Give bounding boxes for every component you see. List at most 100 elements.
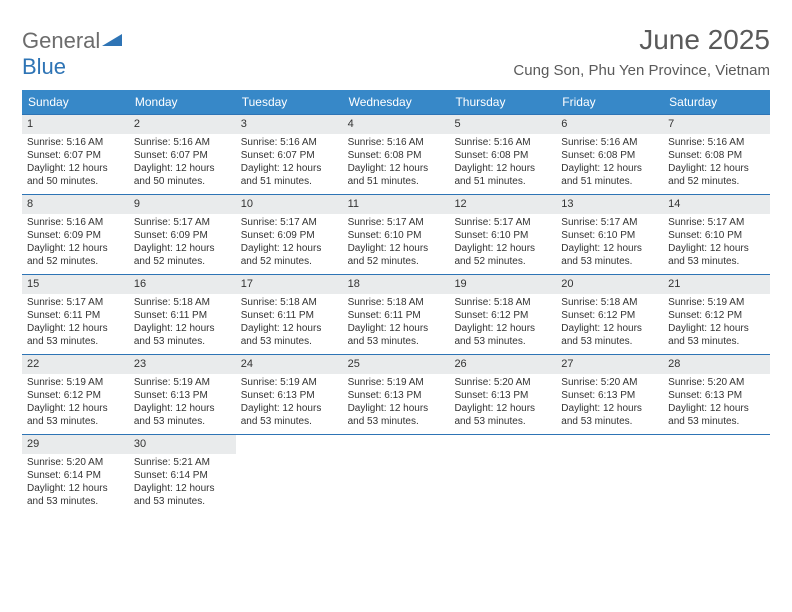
day-cell: 29Sunrise: 5:20 AMSunset: 6:14 PMDayligh… bbox=[22, 435, 129, 514]
daylight-text: Daylight: 12 hours and 53 minutes. bbox=[348, 322, 445, 348]
day-cell: 6Sunrise: 5:16 AMSunset: 6:08 PMDaylight… bbox=[556, 115, 663, 194]
day-details: Sunrise: 5:18 AMSunset: 6:11 PMDaylight:… bbox=[134, 296, 231, 348]
day-number: 15 bbox=[27, 277, 124, 292]
day-cell: 8Sunrise: 5:16 AMSunset: 6:09 PMDaylight… bbox=[22, 195, 129, 274]
day-number: 1 bbox=[27, 117, 124, 132]
sunrise-text: Sunrise: 5:19 AM bbox=[348, 376, 445, 389]
day-number: 14 bbox=[668, 197, 765, 212]
daylight-text: Daylight: 12 hours and 52 minutes. bbox=[454, 242, 551, 268]
day-header-cell: Saturday bbox=[663, 90, 770, 114]
sunset-text: Sunset: 6:10 PM bbox=[561, 229, 658, 242]
day-number: 6 bbox=[561, 117, 658, 132]
daylight-text: Daylight: 12 hours and 51 minutes. bbox=[348, 162, 445, 188]
day-number: 28 bbox=[668, 357, 765, 372]
day-cell: 23Sunrise: 5:19 AMSunset: 6:13 PMDayligh… bbox=[129, 355, 236, 434]
weeks-container: 1Sunrise: 5:16 AMSunset: 6:07 PMDaylight… bbox=[22, 114, 770, 514]
sunset-text: Sunset: 6:13 PM bbox=[561, 389, 658, 402]
day-details: Sunrise: 5:16 AMSunset: 6:08 PMDaylight:… bbox=[348, 136, 445, 188]
day-number: 23 bbox=[134, 357, 231, 372]
sunrise-text: Sunrise: 5:18 AM bbox=[134, 296, 231, 309]
sunset-text: Sunset: 6:13 PM bbox=[454, 389, 551, 402]
day-cell: 1 Sunrise: 5:16 AMSunset: 6:07 PMDaylight… bbox=[22, 115, 129, 194]
title-block: June 2025 Cung Son, Phu Yen Province, Vi… bbox=[513, 24, 770, 79]
day-header-row: SundayMondayTuesdayWednesdayThursdayFrid… bbox=[22, 90, 770, 114]
day-cell: 21Sunrise: 5:19 AMSunset: 6:12 PMDayligh… bbox=[663, 275, 770, 354]
day-details: Sunrise: 5:19 AMSunset: 6:12 PMDaylight:… bbox=[27, 376, 124, 428]
sunset-text: Sunset: 6:12 PM bbox=[454, 309, 551, 322]
daylight-text: Daylight: 12 hours and 51 minutes. bbox=[561, 162, 658, 188]
daylight-text: Daylight: 12 hours and 53 minutes. bbox=[241, 322, 338, 348]
sunrise-text: Sunrise: 5:16 AM bbox=[668, 136, 765, 149]
day-details: Sunrise: 5:16 AMSunset: 6:09 PMDaylight:… bbox=[27, 216, 124, 268]
sunrise-text: Sunrise: 5:20 AM bbox=[27, 456, 124, 469]
day-cell: 28Sunrise: 5:20 AMSunset: 6:13 PMDayligh… bbox=[663, 355, 770, 434]
sunrise-text: Sunrise: 5:20 AM bbox=[561, 376, 658, 389]
week-row: 29Sunrise: 5:20 AMSunset: 6:14 PMDayligh… bbox=[22, 434, 770, 514]
location-text: Cung Son, Phu Yen Province, Vietnam bbox=[513, 62, 770, 79]
day-cell: 15 Sunrise: 5:17 AMSunset: 6:11 PMDayligh… bbox=[22, 275, 129, 354]
daylight-text: Daylight: 12 hours and 53 minutes. bbox=[27, 482, 124, 508]
day-header-cell: Sunday bbox=[22, 90, 129, 114]
empty-cell bbox=[556, 435, 663, 514]
sunrise-text: Sunrise: 5:16 AM bbox=[348, 136, 445, 149]
day-number: 11 bbox=[348, 197, 445, 212]
day-details: Sunrise: 5:20 AMSunset: 6:13 PMDaylight:… bbox=[561, 376, 658, 428]
day-details: Sunrise: 5:16 AMSunset: 6:07 PMDaylight:… bbox=[241, 136, 338, 188]
day-details: Sunrise: 5:16 AMSunset: 6:08 PMDaylight:… bbox=[668, 136, 765, 188]
empty-cell bbox=[449, 435, 556, 514]
sunset-text: Sunset: 6:14 PM bbox=[134, 469, 231, 482]
sunrise-text: Sunrise: 5:18 AM bbox=[454, 296, 551, 309]
day-header-cell: Monday bbox=[129, 90, 236, 114]
sunrise-text: Sunrise: 5:16 AM bbox=[27, 216, 124, 229]
day-number: 24 bbox=[241, 357, 338, 372]
sunset-text: Sunset: 6:09 PM bbox=[241, 229, 338, 242]
logo-text-blue: Blue bbox=[22, 54, 66, 79]
sunset-text: Sunset: 6:09 PM bbox=[134, 229, 231, 242]
logo-triangle-icon bbox=[102, 28, 124, 54]
calendar-page: General Blue June 2025 Cung Son, Phu Yen… bbox=[0, 0, 792, 612]
sunset-text: Sunset: 6:10 PM bbox=[454, 229, 551, 242]
sunset-text: Sunset: 6:11 PM bbox=[134, 309, 231, 322]
day-cell: 4Sunrise: 5:16 AMSunset: 6:08 PMDaylight… bbox=[343, 115, 450, 194]
sunset-text: Sunset: 6:10 PM bbox=[668, 229, 765, 242]
day-cell: 2Sunrise: 5:16 AMSunset: 6:07 PMDaylight… bbox=[129, 115, 236, 194]
day-details: Sunrise: 5:16 AMSunset: 6:07 PMDaylight:… bbox=[27, 136, 124, 188]
daylight-text: Daylight: 12 hours and 53 minutes. bbox=[27, 322, 124, 348]
daylight-text: Daylight: 12 hours and 52 minutes. bbox=[348, 242, 445, 268]
day-number: 30 bbox=[134, 437, 231, 452]
sunrise-text: Sunrise: 5:19 AM bbox=[668, 296, 765, 309]
empty-cell bbox=[236, 435, 343, 514]
day-cell: 18Sunrise: 5:18 AMSunset: 6:11 PMDayligh… bbox=[343, 275, 450, 354]
sunset-text: Sunset: 6:13 PM bbox=[668, 389, 765, 402]
day-cell: 19Sunrise: 5:18 AMSunset: 6:12 PMDayligh… bbox=[449, 275, 556, 354]
day-cell: 12Sunrise: 5:17 AMSunset: 6:10 PMDayligh… bbox=[449, 195, 556, 274]
day-cell: 13Sunrise: 5:17 AMSunset: 6:10 PMDayligh… bbox=[556, 195, 663, 274]
day-details: Sunrise: 5:20 AMSunset: 6:13 PMDaylight:… bbox=[454, 376, 551, 428]
day-cell: 24Sunrise: 5:19 AMSunset: 6:13 PMDayligh… bbox=[236, 355, 343, 434]
daylight-text: Daylight: 12 hours and 53 minutes. bbox=[27, 402, 124, 428]
day-cell: 22Sunrise: 5:19 AMSunset: 6:12 PMDayligh… bbox=[22, 355, 129, 434]
sunset-text: Sunset: 6:14 PM bbox=[27, 469, 124, 482]
day-details: Sunrise: 5:17 AMSunset: 6:10 PMDaylight:… bbox=[454, 216, 551, 268]
week-row: 22Sunrise: 5:19 AMSunset: 6:12 PMDayligh… bbox=[22, 354, 770, 434]
daylight-text: Daylight: 12 hours and 52 minutes. bbox=[27, 242, 124, 268]
day-header-cell: Tuesday bbox=[236, 90, 343, 114]
daylight-text: Daylight: 12 hours and 51 minutes. bbox=[454, 162, 551, 188]
sunset-text: Sunset: 6:11 PM bbox=[348, 309, 445, 322]
sunset-text: Sunset: 6:12 PM bbox=[668, 309, 765, 322]
sunrise-text: Sunrise: 5:16 AM bbox=[454, 136, 551, 149]
daylight-text: Daylight: 12 hours and 52 minutes. bbox=[668, 162, 765, 188]
daylight-text: Daylight: 12 hours and 53 minutes. bbox=[134, 322, 231, 348]
daylight-text: Daylight: 12 hours and 53 minutes. bbox=[668, 402, 765, 428]
day-details: Sunrise: 5:17 AMSunset: 6:11 PMDaylight:… bbox=[27, 296, 124, 348]
day-cell: 25Sunrise: 5:19 AMSunset: 6:13 PMDayligh… bbox=[343, 355, 450, 434]
sunset-text: Sunset: 6:08 PM bbox=[668, 149, 765, 162]
daylight-text: Daylight: 12 hours and 51 minutes. bbox=[241, 162, 338, 188]
day-number: 19 bbox=[454, 277, 551, 292]
week-row: 8Sunrise: 5:16 AMSunset: 6:09 PMDaylight… bbox=[22, 194, 770, 274]
day-cell: 20Sunrise: 5:18 AMSunset: 6:12 PMDayligh… bbox=[556, 275, 663, 354]
sunset-text: Sunset: 6:07 PM bbox=[241, 149, 338, 162]
day-header-cell: Friday bbox=[556, 90, 663, 114]
day-cell: 10Sunrise: 5:17 AMSunset: 6:09 PMDayligh… bbox=[236, 195, 343, 274]
sunrise-text: Sunrise: 5:18 AM bbox=[241, 296, 338, 309]
